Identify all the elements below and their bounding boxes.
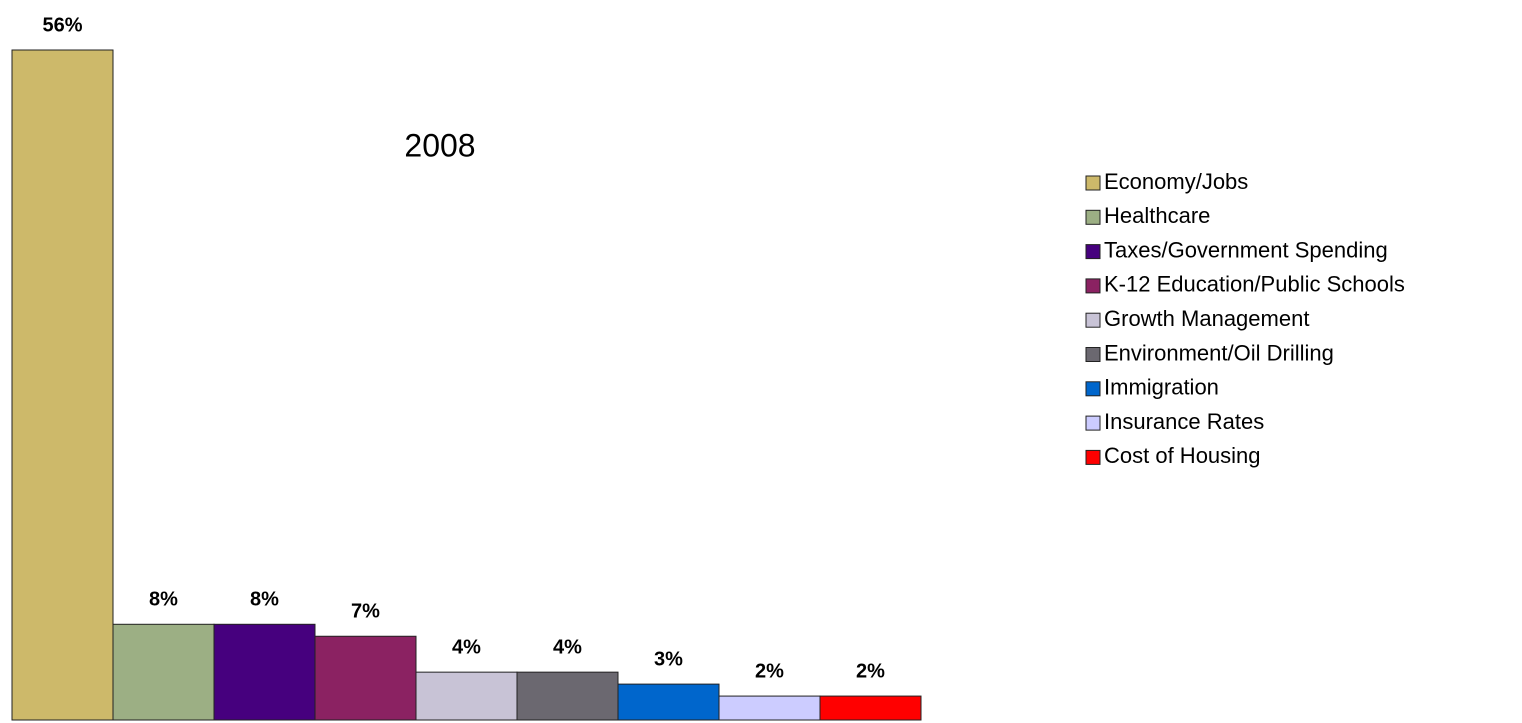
value-label: 56% <box>42 14 82 36</box>
bar <box>516 671 619 721</box>
value-label: 2% <box>856 660 885 682</box>
legend-swatch <box>1085 175 1101 191</box>
bar <box>415 671 518 721</box>
bar <box>617 683 720 721</box>
legend-label: K-12 Education/Public Schools <box>1104 272 1405 297</box>
legend-swatch <box>1085 312 1101 328</box>
legend-swatch <box>1085 381 1101 397</box>
value-label: 4% <box>452 636 481 658</box>
legend-swatch <box>1085 347 1101 362</box>
bar <box>213 623 316 721</box>
legend-swatch <box>1085 244 1101 260</box>
legend-swatch <box>1085 449 1101 465</box>
legend-swatch <box>1085 415 1101 431</box>
legend-swatch <box>1085 209 1101 225</box>
legend-swatch <box>1085 278 1101 294</box>
legend-label: Healthcare <box>1104 203 1210 228</box>
value-label: 3% <box>654 648 683 670</box>
value-label: 8% <box>250 589 279 611</box>
value-label: 8% <box>149 589 178 611</box>
legend-label: Immigration <box>1104 375 1219 400</box>
legend-label: Cost of Housing <box>1104 443 1261 468</box>
bar <box>112 623 215 721</box>
legend-label: Growth Management <box>1104 306 1309 331</box>
legend-label: Taxes/Government Spending <box>1104 237 1388 262</box>
bar <box>314 635 417 721</box>
value-label: 4% <box>553 636 582 658</box>
bar <box>819 695 922 721</box>
value-label: 2% <box>755 660 784 682</box>
legend-label: Economy/Jobs <box>1104 169 1248 194</box>
value-label: 7% <box>351 601 380 623</box>
bar <box>718 695 821 721</box>
legend-label: Environment/Oil Drilling <box>1104 340 1334 365</box>
legend-label: Insurance Rates <box>1104 409 1264 434</box>
bar <box>11 49 114 721</box>
chart-title: 2008 <box>404 127 475 163</box>
